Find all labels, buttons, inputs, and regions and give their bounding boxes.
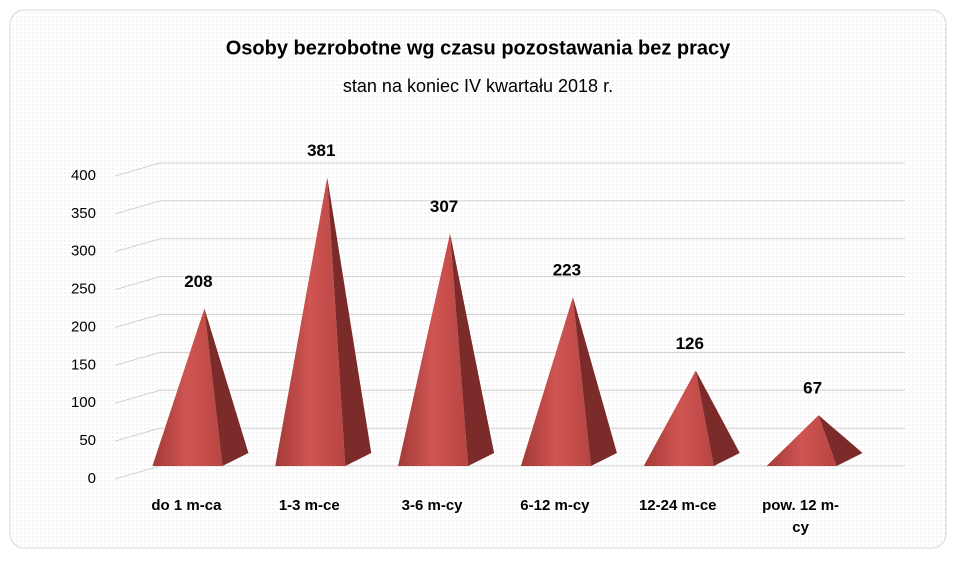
x-tick-label-box: 3-6 m-cy [401, 497, 463, 514]
pyramid-front [275, 177, 346, 466]
x-tick-label: do 1 m-ca [151, 497, 222, 514]
x-tick-label: 3-6 m-cy [401, 497, 463, 514]
chart-title: Osoby bezrobotne wg czasu pozostawania b… [226, 37, 731, 59]
grid-line [114, 238, 161, 253]
y-tick-label: 0 [88, 470, 96, 487]
x-tick-label: 12-24 m-ce [638, 497, 717, 514]
grid-line [114, 389, 161, 404]
grid-line [114, 314, 161, 328]
data-label: 208 [184, 272, 212, 291]
pyramid-side [204, 308, 249, 466]
data-label: 381 [307, 141, 335, 160]
grid-line [114, 427, 161, 442]
y-tick-label: 400 [71, 167, 96, 184]
x-tick-label: 1-3 m-ce [278, 497, 340, 514]
pyramid-front [152, 308, 223, 466]
grid-line [114, 162, 161, 177]
data-label: 126 [676, 334, 704, 353]
data-label: 67 [803, 379, 822, 398]
y-tick-label: 300 [71, 243, 96, 260]
pyramid-front [398, 233, 469, 466]
pyramid-side [327, 177, 372, 466]
pyramid-side [450, 233, 495, 466]
x-tick-label: 6-12 m-cy [520, 497, 590, 514]
y-tick-label: 200 [71, 318, 96, 335]
y-tick-label: 250 [71, 281, 96, 298]
chart-subtitle: stan na koniec IV kwartału 2018 r. [343, 76, 613, 96]
y-tick-label: 150 [71, 356, 96, 373]
x-tick-label: pow. 12 m-cy [762, 497, 840, 536]
pyramid-front [520, 297, 591, 466]
data-label: 223 [553, 261, 581, 280]
x-tick-label-box: do 1 m-ca [151, 497, 222, 514]
x-tick-label-box: 6-12 m-cy [520, 497, 590, 514]
pyramid-side [818, 415, 863, 466]
pyramid-front [766, 415, 837, 466]
x-tick-label-box: 12-24 m-ce [638, 497, 717, 514]
grid-line [114, 276, 161, 291]
pyramid-front [643, 370, 714, 466]
y-tick-label: 50 [79, 432, 96, 449]
data-label: 307 [430, 197, 458, 216]
x-tick-label-box: pow. 12 m-cy [762, 497, 840, 536]
grid-line [114, 351, 161, 366]
grid-line [114, 465, 161, 480]
pyramid-side [572, 297, 617, 466]
y-tick-label: 100 [71, 394, 96, 411]
y-tick-label: 350 [71, 205, 96, 222]
x-tick-label-box: 1-3 m-ce [278, 497, 340, 514]
pyramid-side [695, 370, 740, 466]
grid-line [114, 200, 161, 215]
